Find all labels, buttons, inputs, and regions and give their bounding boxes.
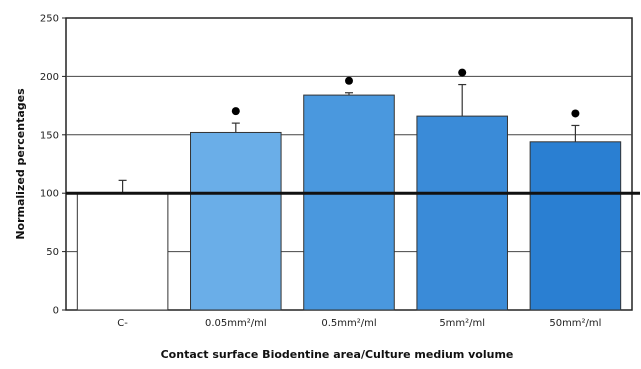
x-tick-label: 50mm²/ml — [549, 318, 601, 329]
tick-labels: 0 50 100 150 200 250 C- 0.05mm²/ml 0.5mm²/ml 5mm²… — [40, 14, 602, 330]
y-tick-label: 200 — [40, 72, 59, 83]
x-tick-label: 0.5mm²/ml — [321, 318, 376, 329]
significance-marker — [571, 109, 580, 118]
significance-marker — [345, 76, 353, 85]
significance-marker — [231, 107, 240, 116]
x-axis-label: Contact surface Biodentine area/Culture … — [161, 348, 514, 361]
bar — [303, 94, 395, 311]
y-tick-label: 150 — [40, 130, 59, 141]
x-tick-label: 0.05mm²/ml — [205, 318, 267, 329]
y-tick-label: 250 — [40, 14, 59, 25]
y-tick-label: 50 — [46, 247, 59, 258]
y-axis-label: Normalized percentages — [14, 88, 27, 240]
bars — [76, 68, 622, 311]
bar — [76, 192, 169, 311]
bar — [190, 131, 282, 311]
y-tick-label: 100 — [40, 189, 59, 200]
bar — [416, 115, 508, 311]
bar — [529, 141, 622, 311]
x-tick-label: C- — [117, 318, 128, 329]
significance-marker — [458, 68, 467, 77]
x-tick-label: 5mm²/ml — [439, 318, 485, 329]
y-tick-label: 0 — [53, 306, 59, 317]
